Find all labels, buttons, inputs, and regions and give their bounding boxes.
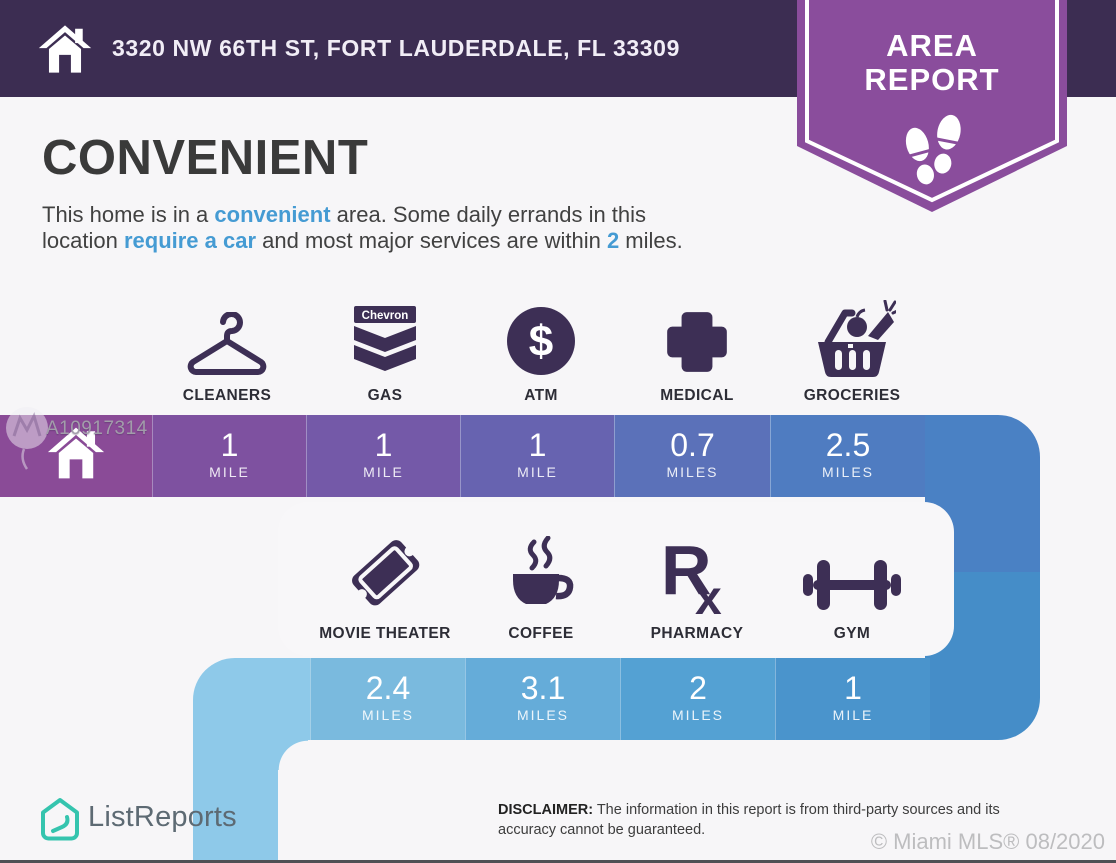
service-medical: MEDICAL [612, 296, 782, 405]
desc-part: location [42, 227, 124, 253]
distance-unit: MILES [821, 464, 874, 480]
service-label: ATM [524, 387, 558, 404]
service-gym: GYM [767, 534, 937, 643]
distance-segment: 2.5 MILES [770, 415, 925, 497]
desc-highlight-require-a-car: require a car [123, 227, 257, 253]
distance-value: 2.4 [365, 670, 411, 706]
bar2-left-tail [193, 658, 310, 740]
description-text: This home is in a convenient area. Some … [42, 202, 822, 253]
distance-value: 1 [220, 427, 239, 463]
disclaimer-text: DISCLAIMER: The information in this repo… [498, 801, 1038, 840]
service-atm: $ ATM [456, 296, 626, 405]
rx-letter-x: x [695, 572, 722, 616]
listreports-logo-icon [40, 797, 80, 846]
distance-unit: MILES [671, 707, 724, 723]
desc-part: area. Some daily errands in this [330, 202, 647, 227]
service-coffee: COFFEE [456, 534, 626, 643]
service-label: GAS [367, 387, 403, 404]
dollar-circle-icon: $ [504, 296, 578, 378]
disclaimer-line2: accuracy cannot be guaranteed. [498, 821, 706, 838]
service-groceries: GROCERIES [767, 296, 937, 405]
service-movie-theater: MOVIE THEATER [300, 534, 470, 643]
service-pharmacy: R x PHARMACY [612, 532, 782, 643]
page-title: CONVENIENT [42, 131, 369, 185]
distance-segment: 1 MILE [460, 415, 614, 497]
distance-value: 1 [374, 427, 393, 463]
distance-segment: 1 MILE [306, 415, 460, 497]
desc-part: This home is in a [42, 202, 215, 227]
disclaimer-line1: The information in this report is from t… [593, 802, 1000, 818]
mls-listing-id: A10917314 [46, 418, 148, 439]
service-label: PHARMACY [650, 625, 744, 642]
desc-part: miles. [619, 227, 683, 253]
service-label: MOVIE THEATER [319, 625, 451, 642]
service-label: MEDICAL [660, 387, 734, 404]
mls-credit: © Miami MLS® 08/2020 [870, 829, 1105, 854]
distance-unit: MILE [517, 464, 558, 480]
service-cleaners: CLEANERS [142, 296, 312, 405]
distance-value: 1 [844, 670, 862, 706]
listreports-brand-name: ListReports [88, 801, 237, 833]
footprints-icon [895, 108, 969, 199]
hanger-icon [181, 296, 273, 378]
distance-value: 3.1 [520, 670, 566, 706]
grocery-basket-icon [808, 296, 896, 378]
badge-line2: REPORT [864, 62, 1000, 97]
coffee-cup-icon [501, 534, 581, 616]
distance-unit: MILE [209, 464, 250, 480]
chevron-brand-text: Chevron [362, 310, 409, 322]
medical-cross-icon [661, 296, 733, 378]
rx-letter-r: R [661, 532, 712, 609]
badge-line1: AREA [886, 28, 978, 63]
road-inner-corner [278, 740, 308, 770]
service-gas: Chevron GAS [300, 296, 470, 405]
desc-highlight-convenient: convenient [214, 202, 331, 227]
distance-segment: 2 MILES [620, 658, 775, 740]
distance-segment: 1 MILE [775, 658, 930, 740]
home-icon [47, 426, 105, 485]
service-label: GROCERIES [803, 387, 901, 404]
desc-part: and most major services are within [256, 227, 607, 253]
rx-icon: R x [661, 532, 733, 616]
chevron-gas-icon: Chevron [353, 296, 417, 378]
distance-segment: 3.1 MILES [465, 658, 620, 740]
service-label: COFFEE [508, 625, 574, 642]
distance-value: 2.5 [825, 427, 871, 463]
distance-unit: MILES [361, 707, 414, 723]
desc-highlight-miles: 2 [606, 227, 620, 253]
dollar-symbol: $ [529, 317, 553, 366]
distance-segment: 1 MILE [152, 415, 306, 497]
distance-segment: 2.4 MILES [310, 658, 465, 740]
distance-unit: MILE [363, 464, 404, 480]
service-label: CLEANERS [182, 387, 272, 404]
area-report-badge: AREA REPORT [797, 0, 1067, 216]
property-address: 3320 NW 66TH ST, FORT LAUDERDALE, FL 333… [112, 35, 680, 61]
movie-ticket-icon [339, 534, 431, 616]
bottom-edge [0, 860, 1116, 863]
distance-segment: 0.7 MILES [614, 415, 770, 497]
service-label: GYM [833, 625, 871, 642]
distance-unit: MILES [516, 707, 569, 723]
distance-unit: MILE [832, 707, 874, 723]
distance-unit: MILES [666, 464, 719, 480]
home-icon [38, 24, 92, 79]
disclaimer-label: DISCLAIMER: [498, 802, 594, 818]
mls-watermark-logo [4, 404, 50, 479]
dumbbell-icon [803, 534, 901, 616]
distance-value: 1 [528, 427, 547, 463]
distance-value: 0.7 [670, 427, 715, 463]
distance-value: 2 [689, 670, 707, 706]
